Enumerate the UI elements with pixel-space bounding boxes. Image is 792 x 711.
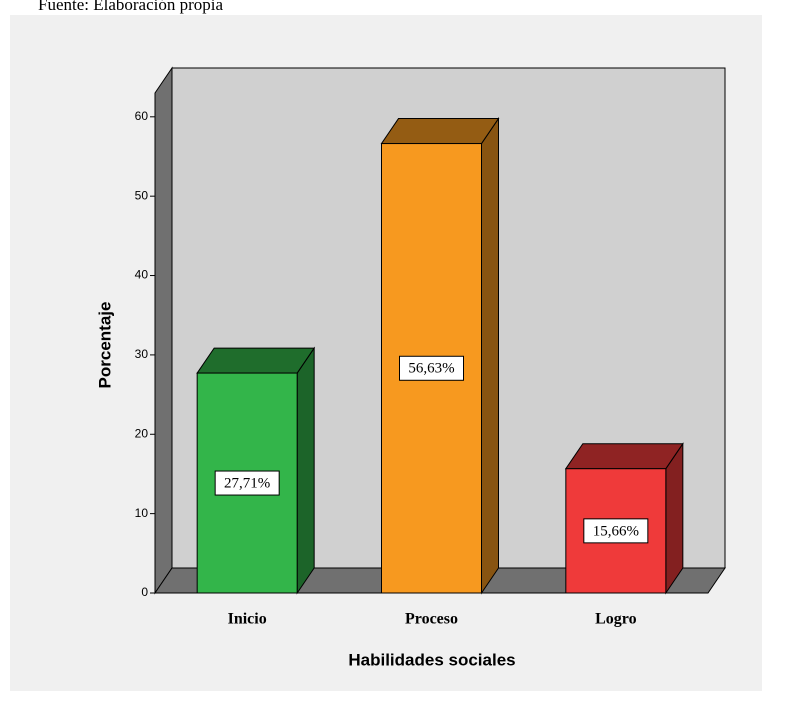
y-tick-label: 60 bbox=[135, 109, 149, 123]
y-tick-label: 0 bbox=[141, 585, 148, 599]
bar-side bbox=[296, 346, 315, 595]
y-tick-label: 30 bbox=[135, 347, 149, 361]
bar-top bbox=[380, 118, 500, 145]
x-tick-label: Logro bbox=[595, 611, 636, 628]
x-axis-title: Habilidades sociales bbox=[348, 650, 515, 669]
y-tick-label: 20 bbox=[135, 426, 149, 440]
bar-top bbox=[196, 347, 316, 374]
value-label-box bbox=[399, 355, 464, 381]
source-note: Fuente: Elaboración propia bbox=[38, 0, 224, 14]
bar-top bbox=[564, 443, 684, 470]
bar-side bbox=[481, 116, 499, 595]
value-label: 56,63% bbox=[408, 361, 454, 377]
x-tick-label: Inicio bbox=[228, 611, 267, 628]
value-label: 27,71% bbox=[224, 475, 270, 491]
value-label-box bbox=[583, 518, 649, 544]
y-tick-label: 40 bbox=[135, 268, 149, 282]
bar-side bbox=[665, 442, 684, 595]
y-tick-label: 10 bbox=[135, 506, 149, 520]
value-label: 15,66% bbox=[593, 523, 639, 539]
value-label-box bbox=[214, 470, 280, 496]
y-axis-title: Porcentaje bbox=[95, 302, 114, 389]
x-tick-label: Proceso bbox=[405, 611, 458, 628]
left-wall bbox=[154, 66, 173, 595]
y-tick-label: 50 bbox=[135, 188, 149, 202]
